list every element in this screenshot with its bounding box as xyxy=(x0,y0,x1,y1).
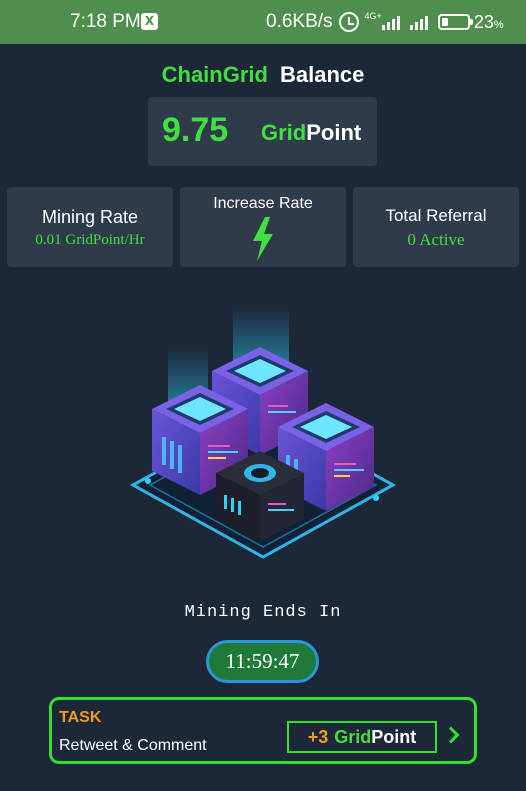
brand-name: ChainGrid xyxy=(161,62,268,87)
signal-icon xyxy=(381,14,400,30)
total-referral-value: 0 Active xyxy=(407,230,465,249)
mining-ends-label: Mining Ends In xyxy=(184,603,342,622)
title-text: Balance xyxy=(279,62,365,87)
x-app-icon: X xyxy=(141,13,158,30)
status-indicators: 0.6KB/s 4G+ 23% xyxy=(266,11,504,33)
lightning-bolt-icon xyxy=(253,217,273,261)
page-title: ChainGrid Balance xyxy=(0,62,526,88)
task-description: Retweet & Comment xyxy=(59,737,207,754)
mining-rate-card: Mining Rate 0.01 GridPoint/Hr xyxy=(7,187,173,267)
battery-icon xyxy=(437,14,473,30)
mining-timer: 11:59:47 xyxy=(206,640,319,683)
task-title: TASK xyxy=(59,709,102,726)
increase-rate-button[interactable]: Increase Rate xyxy=(180,187,346,267)
balance-unit: GridPoint xyxy=(261,120,362,145)
balance-value: 9.75 xyxy=(162,111,229,149)
status-bar: 7:18 PM X 0.6KB/s 4G+ 23% xyxy=(0,0,526,44)
task-card[interactable]: TASK Retweet & Comment +3 GridPoint xyxy=(49,697,477,764)
mining-rate-label: Mining Rate xyxy=(41,207,139,227)
mining-servers-illustration xyxy=(129,305,397,559)
battery-percent: 23% xyxy=(473,11,504,32)
task-reward-badge: +3 GridPoint xyxy=(287,721,437,753)
total-referral-label: Total Referral xyxy=(385,206,487,225)
alarm-icon xyxy=(338,12,359,32)
increase-rate-label: Increase Rate xyxy=(213,195,313,212)
balance-card: 9.75 GridPoint xyxy=(148,97,377,166)
network-type: 4G+ xyxy=(364,11,382,21)
status-time: 7:18 PM xyxy=(70,11,141,32)
mining-rate-value: 0.01 GridPoint/Hr xyxy=(35,232,145,248)
chevron-right-icon[interactable] xyxy=(442,726,460,744)
total-referral-card[interactable]: Total Referral 0 Active xyxy=(353,187,519,267)
signal-icon xyxy=(409,14,428,30)
network-speed: 0.6KB/s xyxy=(266,11,333,32)
